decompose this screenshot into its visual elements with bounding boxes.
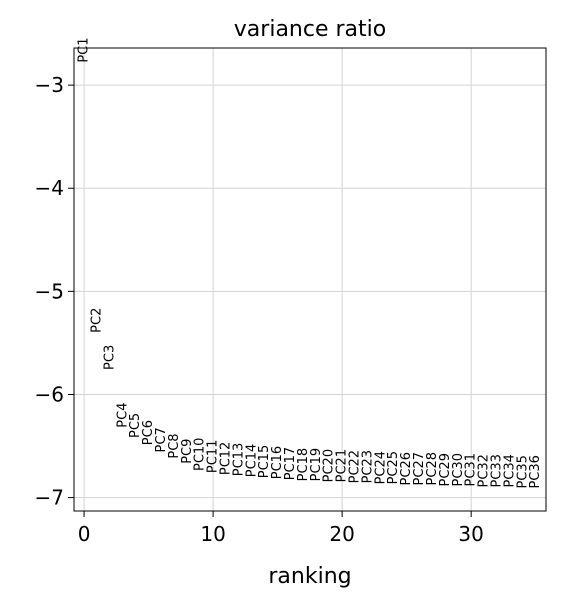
point-label: PC5 [128,413,143,438]
point-label: PC21 [335,449,350,482]
point-label: PC19 [309,448,324,481]
point-label: PC29 [438,453,453,486]
point-label: PC8 [167,433,182,458]
chart-title: variance ratio [234,17,386,42]
point-label: PC26 [399,452,414,485]
point-label: PC34 [502,454,517,487]
point-label: PC13 [231,443,246,476]
y-tick-label: −3 [35,73,64,97]
point-label: PC32 [477,454,492,487]
point-label: PC10 [193,438,208,471]
point-label: PC11 [206,440,221,473]
point-label: PC1 [77,37,92,62]
point-label: PC14 [244,444,259,477]
point-label: PC22 [348,450,363,483]
y-tick-label: −4 [35,176,64,200]
point-label: PC35 [515,455,530,488]
point-label: PC16 [270,446,285,479]
point-label: PC33 [489,454,504,487]
point-label: PC7 [154,427,169,452]
point-label: PC12 [219,442,234,475]
x-tick-label: 30 [458,522,483,546]
x-tick-label: 0 [78,522,91,546]
point-label: PC28 [425,452,440,485]
x-tick-label: 10 [200,522,225,546]
x-axis-label: ranking [268,564,351,589]
point-label: PC36 [528,455,543,488]
point-label: PC18 [296,448,311,481]
y-tick-label: −5 [35,279,64,303]
point-label: PC2 [89,308,104,333]
point-label: PC30 [451,453,466,486]
point-label: PC23 [360,450,375,483]
point-label: PC3 [102,345,117,370]
y-tick-label: −7 [35,486,64,510]
point-label: PC31 [464,453,479,486]
point-label: PC6 [141,420,156,445]
point-label: PC25 [386,451,401,484]
point-label: PC17 [283,447,298,480]
point-label: PC9 [180,439,195,464]
plot-frame [73,47,547,512]
point-label: PC27 [412,452,427,485]
point-label: PC20 [322,449,337,482]
point-label: PC4 [115,403,130,428]
x-tick-label: 20 [329,522,354,546]
point-label: PC15 [257,445,272,478]
y-tick-label: −6 [35,382,64,406]
point-label: PC24 [373,451,388,484]
